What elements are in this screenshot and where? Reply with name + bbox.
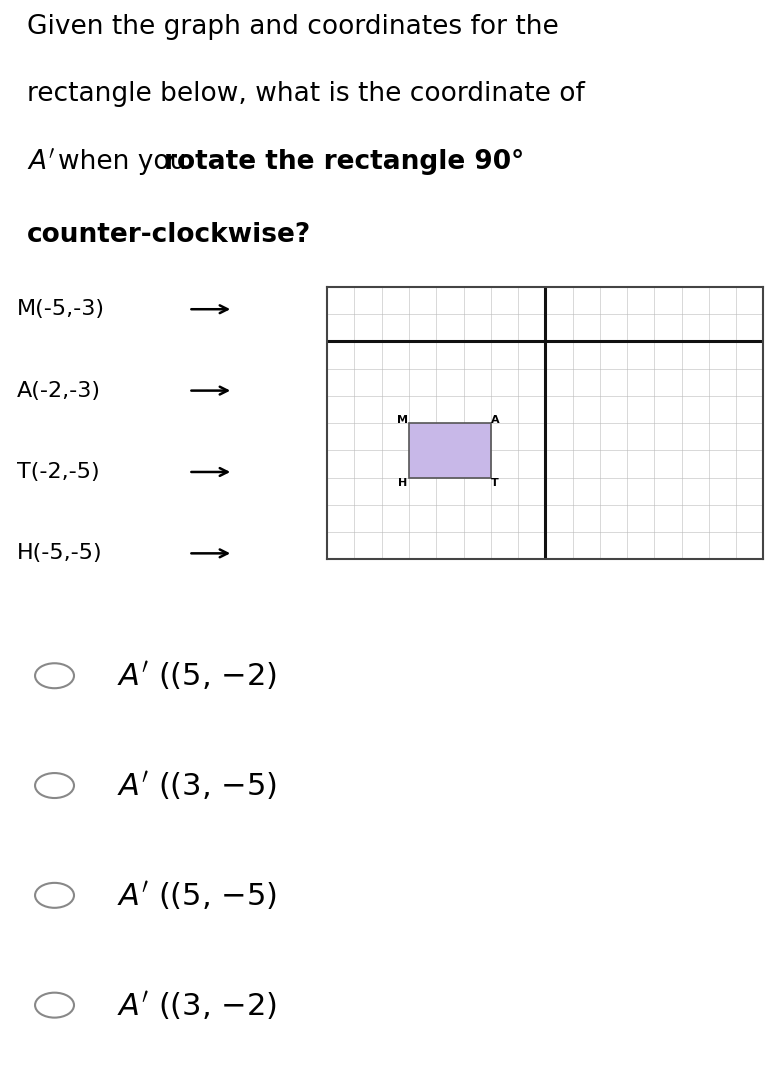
Text: $\mathit{A'}$ ((3, −2): $\mathit{A'}$ ((3, −2) xyxy=(117,988,277,1022)
Bar xyxy=(409,423,491,477)
Text: A: A xyxy=(491,414,499,425)
Text: rotate the rectangle 90°: rotate the rectangle 90° xyxy=(164,149,523,175)
Text: $\mathit{A'}$ ((5, −5): $\mathit{A'}$ ((5, −5) xyxy=(117,879,277,911)
Text: rectangle below, what is the coordinate of: rectangle below, what is the coordinate … xyxy=(27,81,585,107)
Text: M: M xyxy=(397,414,407,425)
Text: A(-2,-3): A(-2,-3) xyxy=(17,381,101,400)
Text: $\mathit{A'}$ ((3, −5): $\mathit{A'}$ ((3, −5) xyxy=(117,769,277,802)
Text: counter-clockwise?: counter-clockwise? xyxy=(27,222,312,248)
Text: $\mathit{A'}$: $\mathit{A'}$ xyxy=(27,149,55,175)
Text: T(-2,-5): T(-2,-5) xyxy=(17,462,100,482)
Text: T: T xyxy=(491,478,499,488)
Text: H: H xyxy=(397,478,407,488)
Text: H(-5,-5): H(-5,-5) xyxy=(17,544,103,563)
Text: when you: when you xyxy=(58,149,196,175)
Text: M(-5,-3): M(-5,-3) xyxy=(17,299,105,319)
Text: Given the graph and coordinates for the: Given the graph and coordinates for the xyxy=(27,13,559,39)
Text: $\mathit{A'}$ ((5, −2): $\mathit{A'}$ ((5, −2) xyxy=(117,660,277,692)
